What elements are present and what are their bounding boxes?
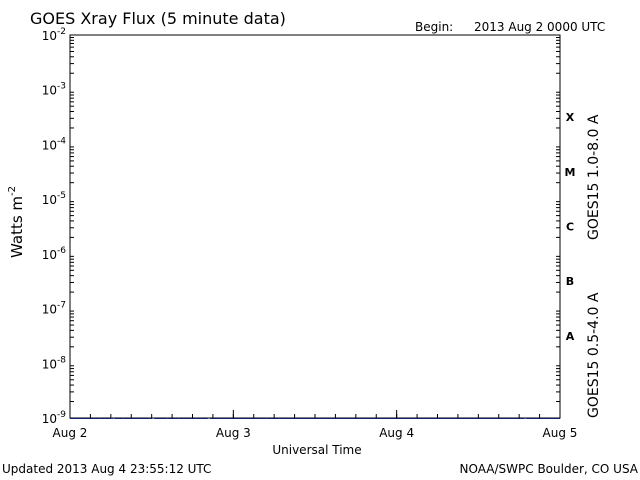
begin-value: 2013 Aug 2 0000 UTC	[474, 20, 605, 34]
flare-class-label: M	[565, 166, 576, 179]
y-tick-exp: -4	[57, 136, 66, 146]
flare-class-label: B	[566, 275, 574, 288]
y-tick-label: 10-9	[42, 410, 67, 426]
y-tick-exp: -2	[57, 27, 66, 37]
y-tick-label: 10-5	[42, 191, 66, 207]
y-tick-base: 10	[42, 84, 57, 98]
flare-class-label: X	[566, 111, 575, 124]
y-tick-base: 10	[42, 357, 57, 371]
y-tick-label: 10-3	[42, 82, 66, 98]
credit-text: NOAA/SWPC Boulder, CO USA	[460, 462, 639, 476]
plot-frame	[69, 34, 561, 419]
updated-text: Updated 2013 Aug 4 23:55:12 UTC	[2, 462, 211, 476]
y-tick-exp: -9	[57, 410, 66, 420]
y-tick-base: 10	[42, 138, 57, 152]
y-tick-exp: -8	[57, 355, 66, 365]
svg-text:Watts m-2: Watts m-2	[7, 186, 26, 258]
chart-title: GOES Xray Flux (5 minute data)	[30, 9, 286, 28]
y-tick-label: 10-7	[42, 301, 66, 317]
y-axis-label-exp: -2	[7, 186, 18, 196]
flare-class-label: A	[566, 330, 575, 343]
y-tick-base: 10	[42, 248, 57, 262]
y-tick-label: 10-4	[42, 136, 67, 152]
y-tick-base: 10	[42, 412, 57, 426]
y-tick-exp: -7	[57, 301, 66, 311]
x-tick-label: Aug 4	[379, 426, 414, 440]
x-tick-label: Aug 2	[53, 426, 88, 440]
flare-class-label: C	[566, 221, 574, 234]
series-legend-long: GOES15 1.0-8.0 A	[586, 114, 602, 240]
y-tick-base: 10	[42, 29, 57, 43]
y-axis-label-base: Watts m	[8, 196, 26, 258]
y-tick-base: 10	[42, 193, 57, 207]
y-tick-exp: -6	[57, 246, 66, 256]
y-tick-label: 10-8	[42, 355, 67, 371]
x-tick-label: Aug 3	[216, 426, 251, 440]
x-axis-label: Universal Time	[272, 443, 361, 457]
y-axis-label: Watts m-2	[7, 186, 26, 258]
y-tick-exp: -3	[57, 82, 66, 92]
y-tick-label: 10-2	[42, 27, 66, 43]
series-legend-short: GOES15 0.5-4.0 A	[586, 292, 602, 418]
y-tick-base: 10	[42, 303, 57, 317]
y-tick-exp: -5	[57, 191, 66, 201]
y-tick-label: 10-6	[42, 246, 67, 262]
begin-label: Begin:	[415, 20, 453, 34]
x-tick-label: Aug 5	[543, 426, 578, 440]
